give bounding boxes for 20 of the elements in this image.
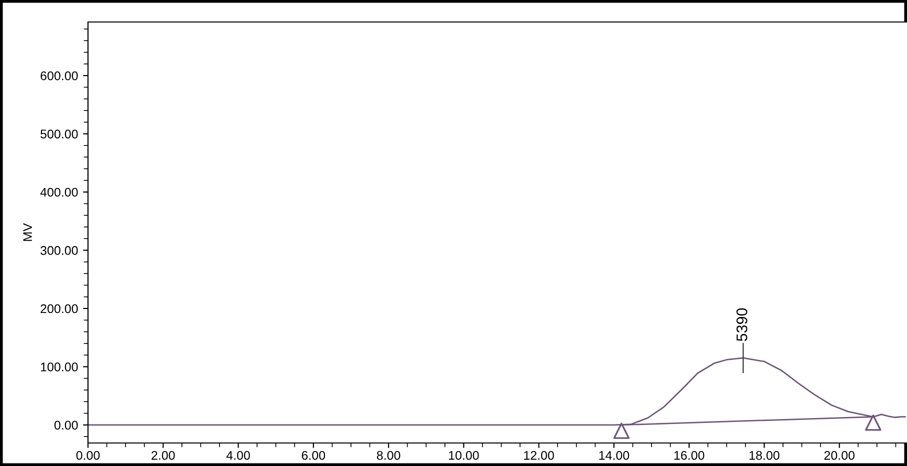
x-tick-label: 20.00 <box>824 450 855 460</box>
x-tick-label: 10.00 <box>449 450 479 460</box>
y-tick-label: 400.00 <box>40 188 78 197</box>
x-tick-label: 6.00 <box>302 450 326 460</box>
y-tick-label: 100.00 <box>41 362 78 372</box>
y-tick-label: 500.00 <box>40 130 78 138</box>
y-axis-title: MV <box>23 223 32 241</box>
x-tick-label: 18.00 <box>750 450 780 460</box>
y-tick-label: 0.00 <box>54 420 78 430</box>
y-tick-label: 600.00 <box>40 71 78 80</box>
x-tick-label: 14.00 <box>599 450 630 460</box>
x-tick-label: 8.00 <box>376 450 400 460</box>
x-tick-label: 0.00 <box>76 450 100 460</box>
x-tick-label: 4.00 <box>226 450 250 460</box>
y-tick-label: 200.00 <box>40 304 78 314</box>
x-tick-label: 2.00 <box>152 450 175 460</box>
annotation: 5390 <box>736 308 748 342</box>
y-tick-label: 300.00 <box>40 246 78 255</box>
x-tick-label: 16.00 <box>674 450 704 460</box>
x-tick-label: 12.00 <box>524 450 554 460</box>
